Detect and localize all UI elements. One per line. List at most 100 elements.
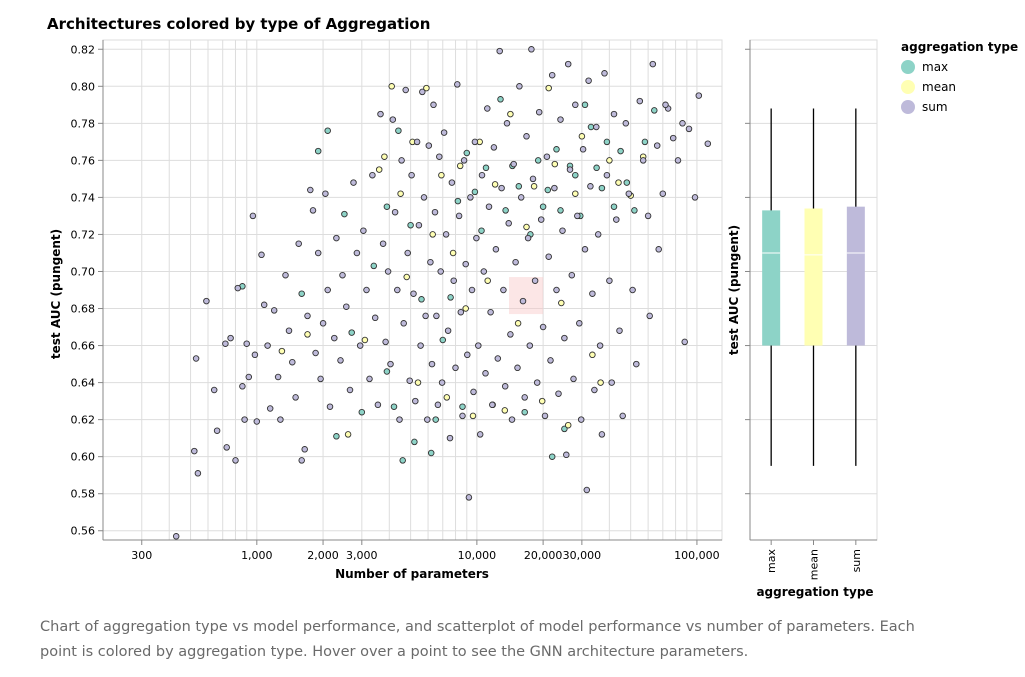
scatter-point-sum xyxy=(649,60,657,68)
scatter-point-sum xyxy=(655,246,662,253)
scatter-point-mean xyxy=(278,347,286,355)
scatter-point-sum xyxy=(547,357,554,364)
scatter-point-sum xyxy=(454,81,461,88)
scatter-point-sum xyxy=(507,331,514,338)
scatter-point-max xyxy=(383,203,391,210)
scatter-point-sum xyxy=(251,351,259,359)
y-tick-label: 0.72 xyxy=(71,228,96,241)
scatter-point-mean xyxy=(558,299,565,307)
highlight-region xyxy=(509,277,544,315)
scatter-point-sum xyxy=(460,157,468,164)
scatter-point-sum xyxy=(601,70,608,77)
scatter-point-sum xyxy=(374,401,382,409)
scatter-point-max xyxy=(539,203,547,210)
scatter-point-mean xyxy=(523,223,530,231)
scatter-point-mean xyxy=(578,133,586,140)
scatter-point-sum xyxy=(258,251,265,259)
scatter-point-sum xyxy=(389,116,397,123)
scatter-point-sum xyxy=(598,431,606,438)
scatter-point-max xyxy=(598,184,606,192)
scatter-point-sum xyxy=(478,171,486,179)
scatter-point-sum xyxy=(360,227,367,234)
scatter-point-sum xyxy=(568,271,576,279)
scatter-point-sum xyxy=(539,323,547,331)
scatter-point-sum xyxy=(295,240,302,247)
scatter-point-sum xyxy=(428,360,436,368)
scatter-point-mean xyxy=(344,431,352,438)
scatter-point-mean xyxy=(615,179,622,186)
scatter-point-sum xyxy=(629,286,636,294)
scatter-point-sum xyxy=(467,194,474,201)
scatter-point-mean xyxy=(462,305,469,312)
scatter-point-mean xyxy=(456,162,464,170)
scatter-point-sum xyxy=(480,268,488,275)
scatter-point-mean xyxy=(484,277,491,284)
scatter-point-sum xyxy=(559,227,566,234)
scatter-point-sum xyxy=(535,108,543,116)
scatter-point-max xyxy=(358,408,366,416)
scatter-point-sum xyxy=(489,401,496,409)
scatter-point-sum xyxy=(326,403,334,410)
y-tick-label: 0.70 xyxy=(71,265,96,278)
scatter-point-mean xyxy=(429,231,436,238)
scatter-point-sum xyxy=(452,364,459,372)
y-tick-label: 0.66 xyxy=(71,340,96,353)
scatter-point-sum xyxy=(585,77,592,84)
x-tick-label: 1,000 xyxy=(241,549,273,562)
scatter-point-sum xyxy=(553,286,560,294)
scatter-point-max xyxy=(534,157,542,164)
y-tick-label: 0.58 xyxy=(71,488,96,501)
legend-swatch-sum xyxy=(901,100,915,114)
scatter-point-sum xyxy=(579,146,587,153)
scatter-point-sum xyxy=(319,320,327,327)
scatter-point-sum xyxy=(377,110,384,118)
scatter-point-sum xyxy=(440,129,448,136)
scatter-point-sum xyxy=(455,212,463,220)
scatter-point-sum xyxy=(528,46,535,53)
scatter-point-sum xyxy=(490,144,498,151)
scatter-point-sum xyxy=(408,171,415,179)
scatter-point-sum xyxy=(557,116,564,123)
box-x-axis-title: aggregation type xyxy=(756,585,873,599)
scatter-point-sum xyxy=(537,216,545,223)
scatter-point-sum xyxy=(505,220,512,227)
scatter-point-sum xyxy=(622,120,630,127)
scatter-point-sum xyxy=(424,416,431,423)
x-tick-label: 20,000 xyxy=(524,549,563,562)
scatter-point-sum xyxy=(270,307,278,314)
scatter-point-sum xyxy=(245,373,253,381)
scatter-point-sum xyxy=(482,370,489,377)
x-tick-label: 3,000 xyxy=(346,549,378,562)
scatter-point-sum xyxy=(653,142,661,149)
scatter-point-max xyxy=(447,294,454,301)
scatter-point-sum xyxy=(470,388,477,396)
scatter-point-sum xyxy=(243,340,250,347)
scatter-point-sum xyxy=(387,360,394,368)
scatter-point-max xyxy=(561,425,568,433)
scatter-point-sum xyxy=(541,412,549,420)
scatter-point-max xyxy=(631,207,638,214)
scatter-point-sum xyxy=(448,179,456,186)
scatter-point-sum xyxy=(415,221,423,229)
scatter-point-max xyxy=(610,203,618,210)
scatter-point-sum xyxy=(413,138,421,146)
scatter-point-sum xyxy=(596,342,604,349)
y-tick-label: 0.82 xyxy=(71,43,96,56)
scatter-point-sum xyxy=(459,412,466,420)
scatter-point-sum xyxy=(312,349,319,357)
scatter-point-sum xyxy=(379,240,387,247)
scatter-point-sum xyxy=(346,386,354,394)
scatter-point-sum xyxy=(285,327,293,334)
scatter-point-sum xyxy=(566,166,574,173)
scatter-point-sum xyxy=(501,383,509,390)
scatter-point-sum xyxy=(574,212,581,220)
scatter-point-sum xyxy=(366,375,373,383)
scatter-point-max xyxy=(587,123,595,131)
scatter-point-max xyxy=(341,210,348,218)
scatter-point-max xyxy=(521,408,528,416)
scatter-point-sum xyxy=(674,157,682,164)
scatter-point-max xyxy=(395,127,402,134)
scatter-point-sum xyxy=(431,208,439,216)
scatter-point-max xyxy=(298,290,305,297)
scatter-point-sum xyxy=(322,190,329,197)
